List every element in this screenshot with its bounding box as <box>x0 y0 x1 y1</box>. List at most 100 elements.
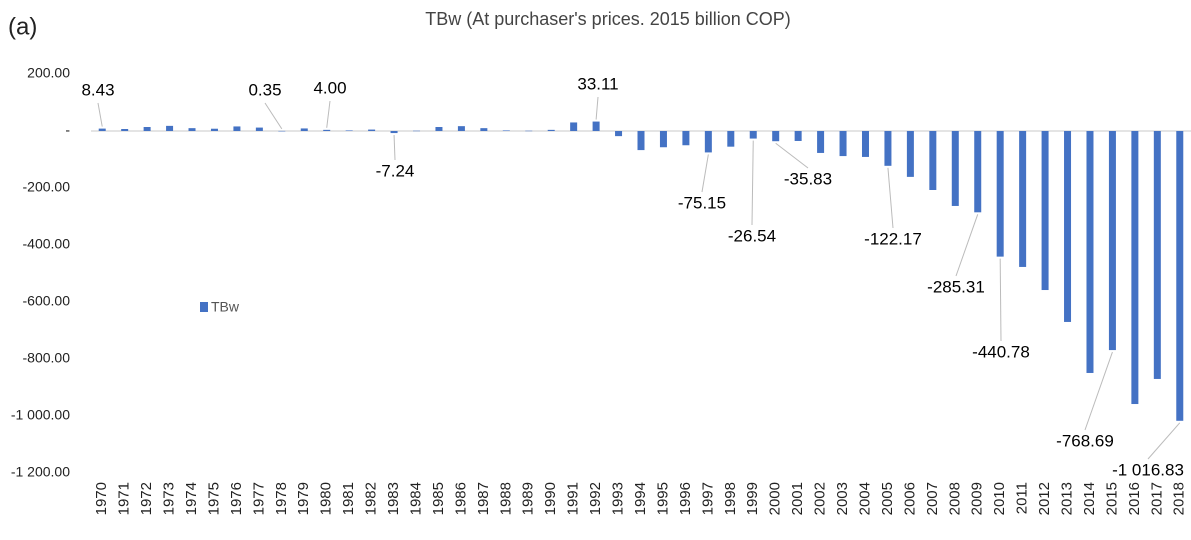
bar <box>682 131 690 146</box>
bar <box>300 128 308 131</box>
x-tick-label: 2004 <box>856 482 873 515</box>
bar <box>861 131 869 157</box>
bar <box>278 130 286 132</box>
y-tick-label: -400.00 <box>23 236 71 252</box>
x-tick-label: 1985 <box>430 482 447 515</box>
x-tick-label: 2002 <box>812 482 829 515</box>
bar <box>929 131 937 190</box>
x-tick-label: 1999 <box>744 482 761 515</box>
x-tick-label: 2007 <box>924 482 941 515</box>
x-tick-label: 1982 <box>363 482 380 515</box>
bar <box>121 129 129 131</box>
y-tick-label: 200.00 <box>27 65 70 81</box>
data-label: -122.17 <box>864 229 922 248</box>
bar <box>704 131 712 153</box>
x-tick-label: 2014 <box>1081 482 1098 515</box>
y-tick-label: -200.00 <box>23 179 71 195</box>
bar <box>390 131 398 134</box>
y-tick-label: - <box>65 122 70 138</box>
leader-line <box>955 214 979 277</box>
bar <box>727 131 735 147</box>
x-tick-label: 1989 <box>520 482 537 515</box>
x-tick-label: 1995 <box>654 482 671 515</box>
x-tick-label: 1991 <box>565 482 582 515</box>
legend-label: TBw <box>211 299 240 315</box>
leader-line <box>751 140 754 226</box>
leader-line <box>1147 422 1181 460</box>
x-tick-label: 2017 <box>1148 482 1165 515</box>
leader-line <box>97 102 103 127</box>
bar <box>1064 131 1072 322</box>
x-tick-label: 1980 <box>318 482 335 515</box>
bar <box>457 126 465 131</box>
bar <box>817 131 825 153</box>
bar <box>996 131 1004 257</box>
x-tick-label: 1971 <box>116 482 133 515</box>
bar <box>615 131 623 137</box>
x-tick-label: 1983 <box>385 482 402 515</box>
data-label: -768.69 <box>1056 431 1114 450</box>
y-tick-label: -800.00 <box>23 350 71 366</box>
y-tick-label: -600.00 <box>23 293 71 309</box>
x-tick-label: 1997 <box>699 482 716 515</box>
x-tick-label: 1972 <box>138 482 155 515</box>
x-tick-label: 1973 <box>161 482 178 515</box>
leader-line <box>595 96 599 120</box>
x-tick-label: 1990 <box>542 482 559 515</box>
x-tick-label: 1970 <box>93 482 110 515</box>
x-tick-label: 1998 <box>722 482 739 515</box>
leader-line <box>887 167 894 229</box>
chart-title: TBw (At purchaser's prices. 2015 billion… <box>425 9 791 29</box>
x-tick-label: 1992 <box>587 482 604 515</box>
x-tick-label: 2016 <box>1126 482 1143 515</box>
bar <box>345 130 353 131</box>
x-tick-label: 1984 <box>407 482 424 515</box>
leader-line <box>393 135 396 161</box>
x-tick-label: 2013 <box>1058 482 1075 515</box>
bar <box>368 129 376 131</box>
bar <box>210 128 218 131</box>
bar <box>255 127 263 131</box>
leader-line <box>264 102 283 130</box>
bar <box>413 130 421 132</box>
leader-line <box>1084 351 1113 431</box>
x-tick-label: 1975 <box>205 482 222 515</box>
data-label: 4.00 <box>313 78 346 97</box>
x-tick-label: 1977 <box>250 482 267 515</box>
x-tick-label: 2000 <box>767 482 784 515</box>
bar <box>974 131 982 213</box>
legend-swatch <box>200 302 208 312</box>
bar <box>1019 131 1027 267</box>
data-label: 33.11 <box>577 74 618 93</box>
panel-label: (a) <box>8 13 37 40</box>
x-tick-label: 1993 <box>610 482 627 515</box>
bar <box>1153 131 1161 379</box>
bar <box>1108 131 1116 351</box>
bar <box>906 131 914 177</box>
x-tick-label: 2006 <box>901 482 918 515</box>
bar <box>1086 131 1094 373</box>
data-label: -285.31 <box>927 277 985 296</box>
bar <box>188 128 196 131</box>
bar <box>749 131 757 139</box>
bar <box>480 128 488 131</box>
bar <box>166 125 174 131</box>
bar <box>659 131 667 148</box>
bar <box>233 126 241 131</box>
data-label: -35.83 <box>784 169 832 188</box>
bar <box>435 127 443 131</box>
x-tick-label: 1996 <box>677 482 694 515</box>
bar <box>884 131 892 166</box>
x-tick-label: 2015 <box>1103 482 1120 515</box>
x-tick-label: 1978 <box>273 482 290 515</box>
data-label: -75.15 <box>678 193 726 212</box>
leader-line <box>775 142 809 169</box>
bar <box>951 131 959 206</box>
x-tick-label: 2009 <box>969 482 986 515</box>
x-tick-label: 1994 <box>632 482 649 515</box>
data-label: -26.54 <box>728 226 776 245</box>
x-tick-label: 1987 <box>475 482 492 515</box>
x-tick-label: 2018 <box>1171 482 1188 515</box>
data-label: 8.43 <box>81 80 114 99</box>
